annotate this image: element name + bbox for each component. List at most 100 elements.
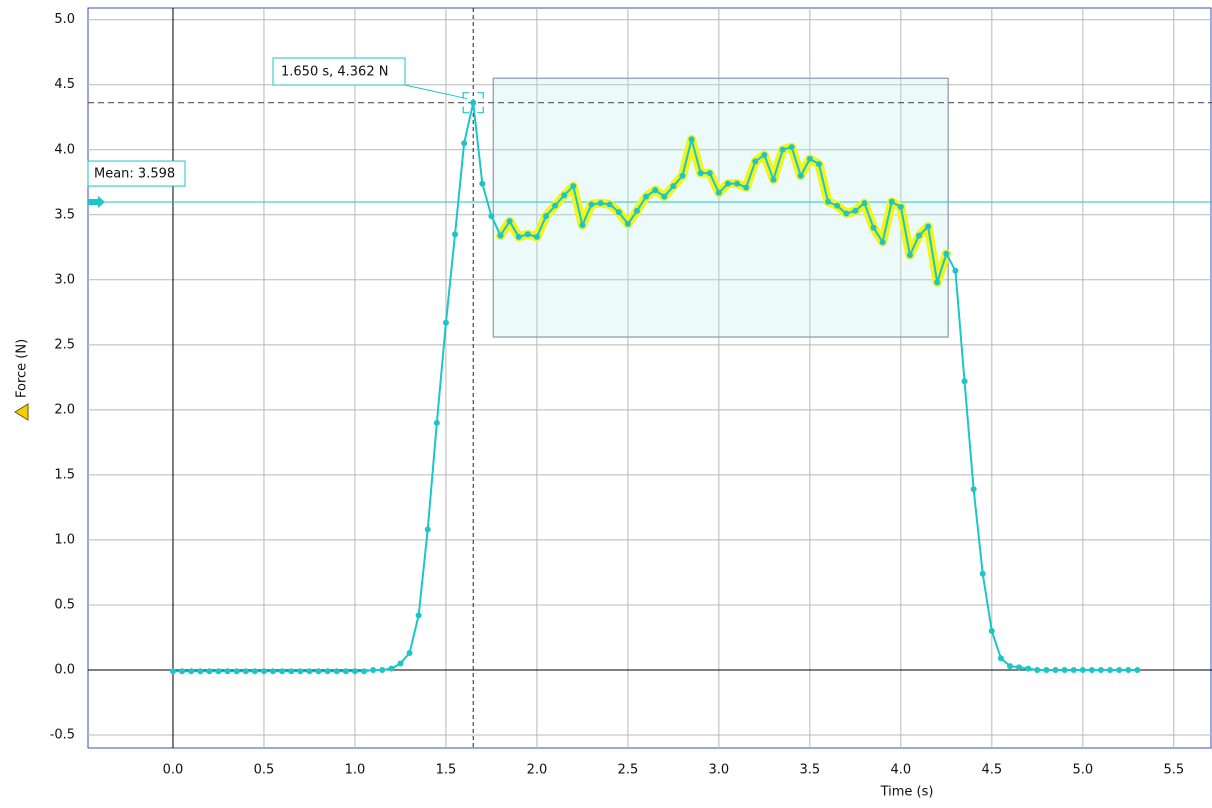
y-tick-label: 3.0 [54,272,75,287]
data-point [615,209,622,216]
data-point [388,665,395,672]
data-point [1016,664,1023,671]
data-point [424,526,431,533]
data-point [870,224,877,231]
data-point [579,222,586,229]
data-point [169,668,176,675]
data-point [815,161,822,168]
data-point [797,172,804,179]
data-point [834,202,841,209]
data-point [406,650,413,657]
data-point [970,486,977,493]
x-axis-label: Time (s) [880,785,934,800]
data-point [916,232,923,239]
x-tick-label: 3.0 [709,763,730,778]
data-point [188,668,195,675]
y-tick-label: 0.5 [54,597,75,612]
x-tick-label: 2.5 [618,763,639,778]
data-point [879,239,886,246]
y-tick-label: 0.0 [54,662,75,677]
data-point [1007,663,1014,670]
data-point [697,170,704,177]
data-point [1107,666,1114,673]
data-point [806,155,813,162]
data-point [706,170,713,177]
data-point [670,183,677,190]
data-point [570,183,577,190]
x-tick-label: 4.0 [890,763,911,778]
cursor-label-box [272,57,406,86]
data-point [679,172,686,179]
data-point [470,99,477,106]
data-point [997,655,1004,662]
x-tick-label: 5.0 [1072,763,1093,778]
data-point [1098,666,1105,673]
x-tick-label: 0.5 [254,763,275,778]
data-point [279,668,286,675]
x-tick-label: 1.5 [436,763,457,778]
data-point [1134,666,1141,673]
data-point [552,202,559,209]
data-point [461,140,468,147]
data-point [1088,666,1095,673]
data-point [215,668,222,675]
y-tick-label: 2.0 [54,402,75,417]
data-point [270,668,277,675]
data-point [588,201,595,208]
data-point [761,151,768,158]
data-point [597,200,604,207]
data-point [770,176,777,183]
data-point [442,319,449,326]
data-point [624,220,631,227]
data-point [233,668,240,675]
plot-area [87,7,1212,749]
y-axis-label-group: Force (N) [14,339,30,421]
data-point [1052,666,1059,673]
data-point [506,218,513,225]
data-point [715,189,722,196]
data-point [1025,665,1032,672]
x-tick-label: 5.5 [1163,763,1184,778]
data-point [224,668,231,675]
data-point [861,200,868,207]
x-tick-label: 1.0 [345,763,366,778]
y-tick-label: 5.0 [54,12,75,27]
data-point [934,279,941,286]
data-point [206,668,213,675]
data-point [843,210,850,217]
data-point [497,232,504,239]
data-point [606,201,613,208]
data-point [315,668,322,675]
data-point [661,193,668,200]
data-point [897,203,904,210]
data-point [1070,666,1077,673]
data-point [979,570,986,577]
data-point [952,267,959,274]
data-point [479,180,486,187]
data-point [333,668,340,675]
data-point [643,193,650,200]
x-tick-label: 2.0 [527,763,548,778]
mean-label: Mean: 3.598 [94,167,175,182]
data-point [943,250,950,257]
data-point [351,668,358,675]
warning-icon [14,403,29,421]
data-point [1079,666,1086,673]
data-point [724,180,731,187]
mean-label-box [87,160,186,187]
data-point [961,378,968,385]
data-point [988,627,995,634]
data-point [515,233,522,240]
data-point [415,612,422,619]
data-point [488,213,495,220]
y-tick-label: 4.0 [54,142,75,157]
data-point [433,419,440,426]
data-point [361,668,368,675]
data-point [743,184,750,191]
data-point [788,144,795,151]
data-point [533,233,540,240]
data-point [342,668,349,675]
data-point [260,668,267,675]
data-point [688,136,695,143]
